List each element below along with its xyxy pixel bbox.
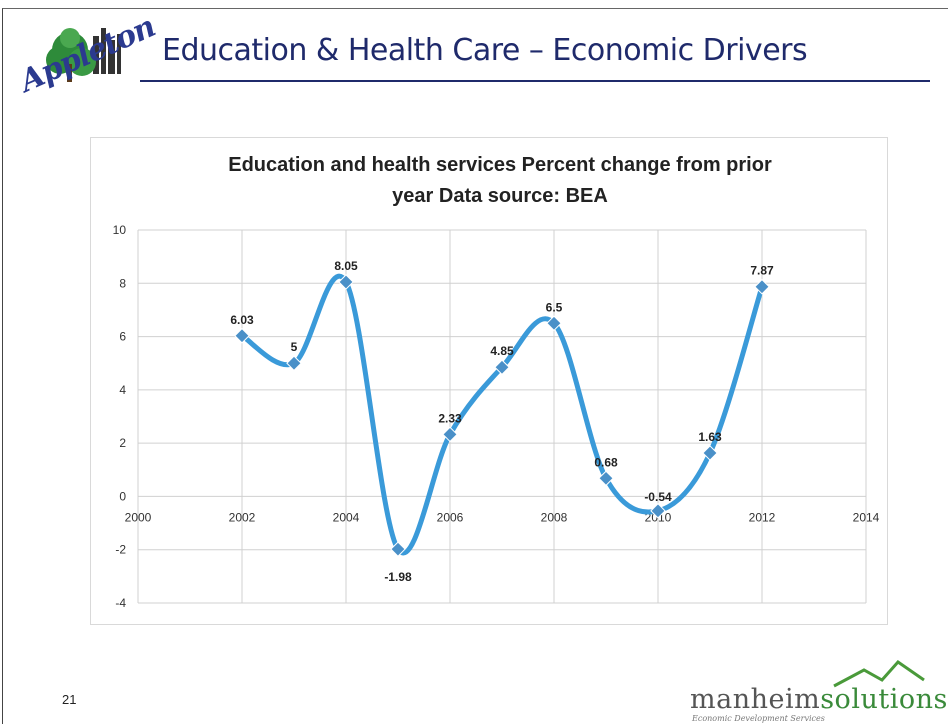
brand-accent: solutions xyxy=(820,684,948,715)
data-point xyxy=(494,359,510,375)
slide-title: Education & Health Care – Economic Drive… xyxy=(162,33,808,68)
x-tick-label: 2004 xyxy=(333,510,360,524)
x-tick-label: 2000 xyxy=(125,510,152,524)
y-tick-label: -4 xyxy=(115,596,126,610)
x-tick-label: 2014 xyxy=(853,510,880,524)
chart-title-line1: Education and health services Percent ch… xyxy=(228,154,772,176)
footer-tagline: Economic Development Services xyxy=(692,714,825,723)
tree-skyline-icon xyxy=(46,28,121,82)
chart-title: Education and health services Percent ch… xyxy=(150,150,850,212)
data-label: 4.85 xyxy=(490,344,514,358)
slide-number: 21 xyxy=(62,692,77,707)
data-point xyxy=(754,278,770,295)
data-label: 2.33 xyxy=(438,411,462,425)
x-tick-label: 2008 xyxy=(541,510,568,524)
y-tick-label: 0 xyxy=(119,489,126,503)
y-tick-label: 8 xyxy=(119,276,126,290)
data-label: 1.63 xyxy=(698,430,722,444)
x-tick-label: 2006 xyxy=(437,510,464,524)
data-label: 7.87 xyxy=(750,264,774,278)
data-label: 8.05 xyxy=(334,259,358,273)
manheim-logo: manheimsolutions Economic Development Se… xyxy=(684,656,952,727)
data-point xyxy=(650,503,666,519)
data-point xyxy=(234,327,250,344)
data-point xyxy=(702,445,718,461)
data-label: 6.03 xyxy=(230,313,254,327)
data-label: -0.54 xyxy=(644,490,672,504)
y-tick-label: 2 xyxy=(119,436,126,450)
y-tick-label: 4 xyxy=(119,383,126,397)
data-point xyxy=(390,541,406,557)
y-tick-label: -2 xyxy=(115,543,126,557)
y-tick-label: 6 xyxy=(119,330,126,344)
series-line xyxy=(239,273,765,556)
chart-title-line2: year Data source: BEA xyxy=(392,185,608,207)
footer-brand: manheimsolutions xyxy=(690,684,948,715)
mountain-icon xyxy=(833,660,925,688)
data-point xyxy=(546,315,562,332)
y-tick-label: 10 xyxy=(113,223,127,237)
data-point xyxy=(442,426,458,443)
data-label: 5 xyxy=(291,340,298,354)
slide-border xyxy=(2,8,948,724)
x-tick-label: 2002 xyxy=(229,510,256,524)
appleton-logo: Appleton xyxy=(8,9,160,129)
data-point xyxy=(338,274,354,290)
data-label: 0.68 xyxy=(594,455,618,469)
data-point xyxy=(598,470,614,487)
data-label: 6.5 xyxy=(546,300,563,314)
data-point xyxy=(286,355,302,371)
title-divider xyxy=(140,80,930,82)
brand-main: manheim xyxy=(690,684,821,715)
data-label: -1.98 xyxy=(384,570,412,584)
x-tick-label: 2012 xyxy=(749,510,776,524)
